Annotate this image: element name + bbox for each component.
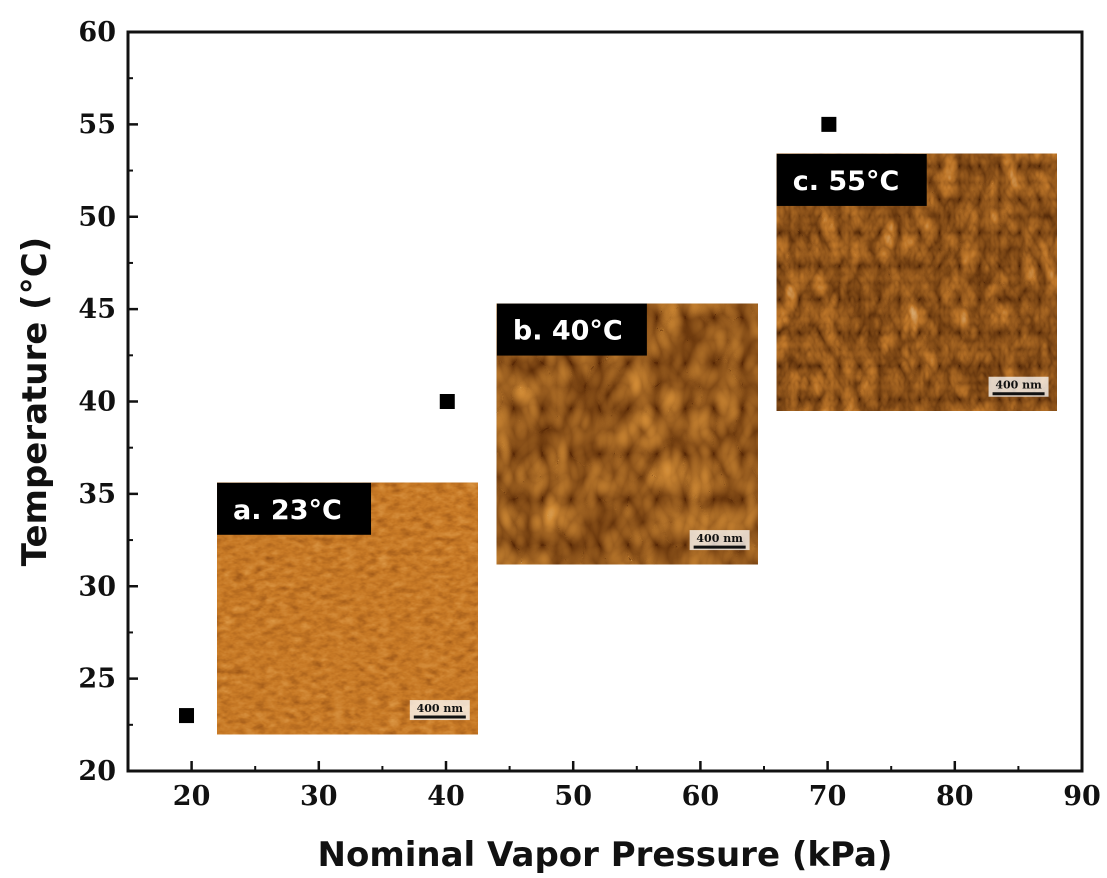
x-tick-label: 20	[173, 781, 211, 812]
y-tick-label: 40	[78, 387, 116, 418]
data-point	[439, 394, 455, 409]
y-tick-label: 35	[78, 479, 116, 510]
inset-label: a. 23°C	[233, 495, 342, 526]
x-tick-label: 90	[1063, 781, 1101, 812]
inset-label: b. 40°C	[513, 316, 623, 347]
inset-label: c. 55°C	[793, 166, 900, 197]
x-tick-label: 30	[300, 781, 338, 812]
scale-bar-label: 400 nm	[417, 702, 464, 715]
x-tick-label: 50	[554, 781, 592, 812]
scale-bar-backing	[988, 376, 1049, 397]
y-tick-label: 45	[78, 294, 116, 325]
scale-bar-backing	[689, 530, 750, 551]
x-tick-label: 40	[427, 781, 465, 812]
scale-bar-label: 400 nm	[696, 532, 743, 545]
y-tick-label: 50	[78, 202, 116, 233]
inset-label-box	[776, 153, 927, 206]
afm-insets: a. 23°C 400 nm b. 40°C 400 nm c. 55°C 400 nm	[217, 153, 1057, 735]
data-point	[821, 116, 837, 132]
x-tick-label: 80	[936, 781, 974, 812]
y-tick-label: 30	[78, 571, 116, 602]
y-tick-label: 55	[78, 109, 116, 140]
x-axis-title: Nominal Vapor Pressure (kPa)	[318, 835, 893, 875]
data-point	[179, 708, 195, 724]
scale-bar-label: 400 nm	[995, 379, 1042, 392]
y-tick-label: 20	[78, 756, 116, 787]
afm-inset-a: a. 23°C 400 nm	[217, 482, 478, 735]
inset-label-box	[217, 482, 372, 535]
y-tick-label: 60	[78, 17, 116, 48]
x-tick-label: 70	[809, 781, 847, 812]
scale-bar-backing	[409, 700, 470, 721]
y-tick-label: 25	[78, 664, 116, 695]
y-axis-title: Temperature (°C)	[15, 237, 55, 566]
axis-ticks: 20 30 40 50 60 70 80 90 20 25 30 35 40 45 50 55 60	[78, 17, 1100, 812]
inset-label-box	[496, 303, 647, 356]
data-points	[179, 116, 837, 724]
afm-inset-b: b. 40°C 400 nm	[496, 303, 758, 565]
x-tick-label: 60	[682, 781, 720, 812]
afm-inset-c: c. 55°C 400 nm	[776, 153, 1057, 411]
